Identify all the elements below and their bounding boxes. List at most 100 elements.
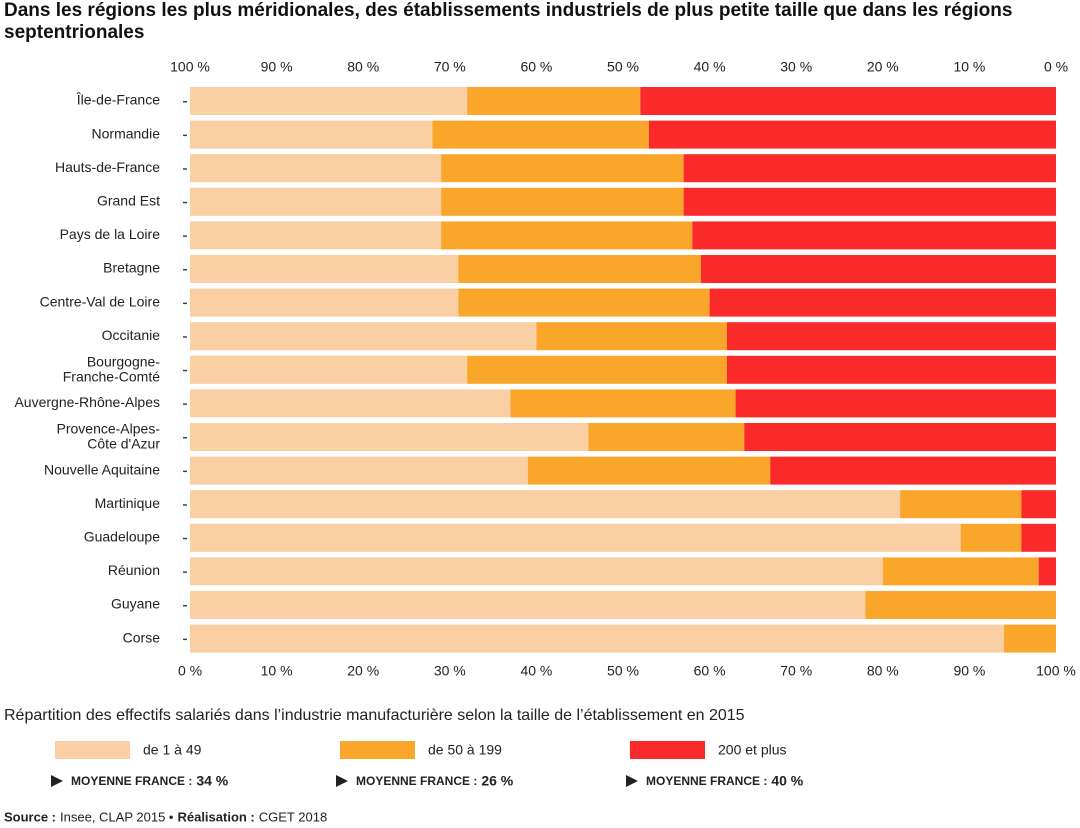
bar-segment (467, 355, 727, 384)
bar-segment (683, 187, 1056, 216)
category-label: Bretagne (103, 260, 160, 276)
category-label: Bourgogne-Franche-Comté (63, 353, 161, 384)
x2-tick-label: 0 % (1044, 59, 1068, 75)
bar-segment (700, 255, 1056, 283)
category-tick (183, 336, 187, 338)
bar-segment (190, 523, 961, 552)
category-tick (183, 537, 187, 540)
category-tick (183, 470, 187, 473)
category-label: Hauts-de-France (55, 159, 160, 175)
bar-segment (510, 389, 736, 418)
bar-segment (726, 355, 1056, 384)
x2-tick-label: 20 % (867, 59, 899, 75)
category-label: Île-de-France (76, 92, 160, 108)
bar-segment (458, 255, 701, 283)
bar-segment (190, 221, 442, 250)
x2-tick-label: 70 % (434, 59, 466, 75)
bar-segment (770, 456, 1056, 485)
bar-segment (190, 456, 528, 485)
category-tick (183, 403, 187, 405)
source: Insee, CLAP 2015 • (60, 809, 174, 824)
x2-tick-label: 80 % (347, 59, 379, 75)
category-label: Guadeloupe (84, 529, 161, 545)
bar-segment (190, 591, 866, 619)
bar-segment (900, 490, 1022, 519)
category-label: Pays de la Loire (60, 226, 161, 242)
category-tick (183, 134, 187, 137)
bar-segment (1038, 557, 1056, 586)
credit-label: Réalisation : (177, 809, 254, 824)
category-tick (183, 302, 187, 305)
legend-swatch (55, 741, 130, 759)
category-tick (183, 504, 187, 506)
bar-segment (190, 255, 459, 283)
bar-segment (1021, 490, 1056, 519)
x2-tick-label: 90 % (261, 59, 293, 75)
category-label: Provence-Alpes-Côte d'Azur (57, 420, 161, 451)
category-tick (183, 571, 187, 573)
bar-segment (441, 154, 684, 183)
category-tick (183, 201, 187, 204)
category-tick (183, 269, 187, 271)
x-tick-label: 30 % (434, 663, 466, 679)
category-tick (183, 605, 187, 607)
bar-segment (865, 591, 1056, 619)
x2-tick-label: 100 % (170, 59, 210, 75)
credit: CGET 2018 (259, 809, 327, 824)
x-tick-label: 20 % (347, 663, 379, 679)
category-label: Nouvelle Aquitaine (44, 461, 160, 477)
bar-segment (190, 87, 468, 115)
bar-segment (683, 154, 1056, 183)
x2-tick-label: 10 % (953, 59, 985, 75)
bar-segment (467, 87, 641, 115)
bar-segment (190, 187, 442, 216)
bar-segment (458, 288, 710, 317)
bar-segment (692, 221, 1056, 250)
bar-segment (190, 355, 468, 384)
bar-segment (190, 288, 459, 317)
category-label: Corse (123, 629, 161, 645)
x-tick-label: 70 % (780, 663, 812, 679)
bar-segment (640, 87, 1056, 115)
x2-tick-label: 30 % (780, 59, 812, 75)
x-tick-label: 10 % (261, 663, 293, 679)
legend-label: de 1 à 49 (143, 742, 202, 758)
average-value: 40 % (771, 773, 803, 789)
category-label: Centre-Val de Loire (40, 293, 161, 309)
category-label: Réunion (108, 562, 160, 578)
legend-swatch (630, 741, 705, 759)
legend-swatch (340, 741, 415, 759)
bar-segment (432, 120, 649, 149)
category-label: Occitanie (102, 327, 161, 343)
bar-segment (527, 456, 771, 485)
chart-title: Dans les régions les plus méridionales, … (4, 0, 1013, 43)
category-label: Normandie (92, 125, 161, 141)
bar-segment (648, 120, 1056, 149)
legend-arrow (51, 775, 63, 787)
x-tick-label: 100 % (1036, 663, 1076, 679)
category-tick (183, 638, 187, 641)
category-tick (183, 235, 187, 237)
bar-segment (190, 389, 511, 418)
category-tick (183, 369, 187, 372)
x-tick-label: 0 % (178, 663, 202, 679)
source-label: Source : (4, 809, 56, 824)
legend-arrow (336, 775, 348, 787)
category-label: Martinique (95, 495, 161, 511)
average-prefix: MOYENNE FRANCE : (646, 774, 767, 788)
average-prefix: MOYENNE FRANCE : (356, 774, 477, 788)
bar-segment (960, 523, 1022, 552)
bar-segment (588, 423, 745, 451)
bar-segment (441, 221, 693, 250)
bar-segment (536, 322, 727, 351)
bar-segment (726, 322, 1056, 351)
average-value: 34 % (196, 773, 228, 789)
legend-label: de 50 à 199 (428, 742, 502, 758)
bar-segment (190, 557, 883, 586)
bar-segment (709, 288, 1056, 317)
bar-segment (1021, 523, 1056, 552)
bar-segment (190, 624, 1005, 653)
bar-segment (190, 490, 901, 519)
